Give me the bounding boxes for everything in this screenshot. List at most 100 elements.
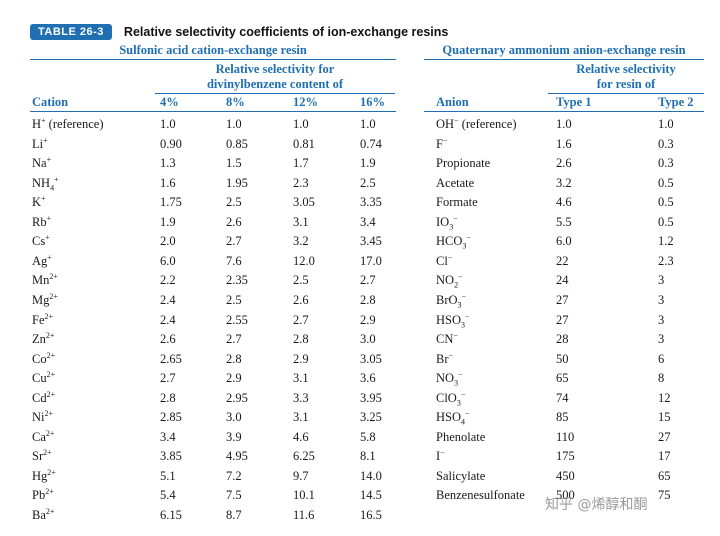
ion-label: Ca2+ — [32, 429, 54, 445]
ion-symbol: Hg — [32, 468, 48, 483]
value-cell: 15 — [658, 410, 671, 425]
ion-charge: − — [442, 135, 448, 145]
table-title: Relative selectivity coefficients of ion… — [123, 25, 449, 39]
value-cell: 2.7 — [293, 312, 309, 327]
ion-subscript: 2 — [454, 280, 459, 290]
value-cell: 3.45 — [360, 234, 382, 249]
value-cell: 3.6 — [360, 371, 376, 386]
ion-label: HSO4− — [436, 409, 470, 427]
ion-charge: − — [453, 213, 458, 223]
value-cell: 3 — [658, 292, 665, 307]
value-cell: 0.3 — [658, 156, 674, 171]
ion-label: ClO3− — [436, 390, 465, 407]
ion-symbol: NO — [436, 371, 455, 386]
ion-charge: 2+ — [45, 487, 54, 497]
ion-symbol: Salicylate — [436, 468, 486, 483]
value-cell: 3.25 — [360, 410, 382, 425]
ion-charge: 2+ — [46, 350, 56, 360]
value-cell: 3.05 — [293, 195, 315, 210]
ion-charge: − — [454, 115, 459, 125]
value-cell: 1.2 — [658, 234, 674, 249]
value-cell: 0.3 — [658, 136, 674, 151]
ion-symbol: Cl — [436, 253, 448, 268]
cation-section-rule — [30, 59, 396, 60]
ion-symbol: NO — [436, 273, 455, 288]
ion-symbol: ClO — [436, 390, 457, 405]
column-header-8pct: 8% — [226, 95, 245, 109]
value-cell: 1.7 — [293, 156, 309, 171]
value-cell: 500 — [556, 488, 575, 503]
ion-charge: 2+ — [45, 428, 55, 438]
ion-symbol: NH — [32, 175, 51, 190]
value-cell: 1.6 — [160, 175, 176, 190]
value-cell: 3.2 — [556, 175, 572, 190]
value-cell: 3.4 — [160, 429, 176, 444]
cation-section-heading: Sulfonic acid cation-exchange resin — [119, 43, 307, 57]
value-cell: 2.8 — [226, 351, 242, 366]
ion-symbol: Mg — [32, 292, 50, 307]
ion-label: Cs+ — [32, 233, 50, 249]
ion-symbol: Pb — [32, 488, 46, 503]
ion-symbol: Ca — [32, 429, 46, 444]
ion-label: Formate — [436, 194, 478, 210]
ion-symbol: Formate — [436, 195, 478, 210]
value-cell: 4.6 — [556, 195, 572, 210]
value-cell: 2.8 — [360, 292, 376, 307]
value-cell: 5.4 — [160, 488, 176, 503]
value-cell: 3.2 — [293, 234, 309, 249]
value-cell: 5.1 — [160, 468, 176, 483]
value-cell: 65 — [658, 468, 671, 483]
value-cell: 2.8 — [160, 390, 176, 405]
ion-symbol: Ag — [32, 253, 48, 268]
ion-charge: 2+ — [45, 330, 55, 340]
value-cell: 2.7 — [160, 371, 176, 386]
value-cell: 50 — [556, 351, 569, 366]
ion-symbol: Propionate — [436, 156, 491, 171]
value-cell: 175 — [556, 449, 575, 464]
ion-charge: − — [447, 252, 453, 262]
ion-charge: − — [448, 350, 454, 360]
value-cell: 16.5 — [360, 508, 382, 522]
ion-symbol: Cu — [32, 371, 47, 386]
ion-label: Co2+ — [32, 351, 55, 367]
ion-charge: + — [46, 154, 52, 164]
ion-symbol: Co — [32, 351, 47, 366]
value-cell: 2.2 — [160, 273, 176, 288]
value-cell: 2.8 — [293, 332, 309, 347]
ion-charge: 2+ — [46, 389, 56, 399]
value-cell: 3.0 — [226, 410, 242, 425]
value-cell: 3.1 — [293, 371, 309, 386]
value-cell: 0.90 — [160, 136, 182, 151]
column-header-12pct: 12% — [293, 95, 318, 109]
value-cell: 27 — [556, 292, 569, 307]
ion-label: Rb+ — [32, 214, 51, 230]
ion-symbol: Acetate — [436, 175, 475, 190]
value-cell: 14.0 — [360, 468, 382, 483]
value-cell: 8.7 — [226, 508, 242, 522]
ion-charge: + — [54, 174, 59, 184]
value-cell: 1.0 — [160, 117, 176, 131]
value-cell: 3.1 — [293, 214, 309, 229]
ion-label: I− — [436, 448, 445, 464]
column-header-type2: Type 2 — [658, 95, 694, 109]
value-cell: 6.25 — [293, 449, 315, 464]
value-cell: 8 — [658, 371, 665, 386]
anion-subheading-line1: Relative selectivity — [576, 62, 676, 76]
value-cell: 2.9 — [360, 312, 376, 327]
value-cell: 2.7 — [360, 273, 376, 288]
ion-label: Hg2+ — [32, 468, 56, 484]
ion-label: NO3− — [436, 370, 463, 387]
ion-symbol: Mn — [32, 273, 50, 288]
value-cell: 2.35 — [226, 273, 248, 288]
value-cell: 74 — [556, 390, 569, 405]
ion-charge: 2+ — [49, 291, 58, 301]
ion-label: Cl− — [436, 253, 452, 269]
ion-label: Ag+ — [32, 253, 52, 269]
cation-subheading-rule — [155, 93, 395, 94]
ion-symbol: Zn — [32, 332, 46, 347]
ion-label: Pb2+ — [32, 487, 54, 503]
value-cell: 0.81 — [293, 136, 315, 151]
ion-label: Benzenesulfonate — [436, 487, 525, 503]
value-cell: 14.5 — [360, 488, 382, 503]
value-cell: 3.95 — [360, 390, 382, 405]
